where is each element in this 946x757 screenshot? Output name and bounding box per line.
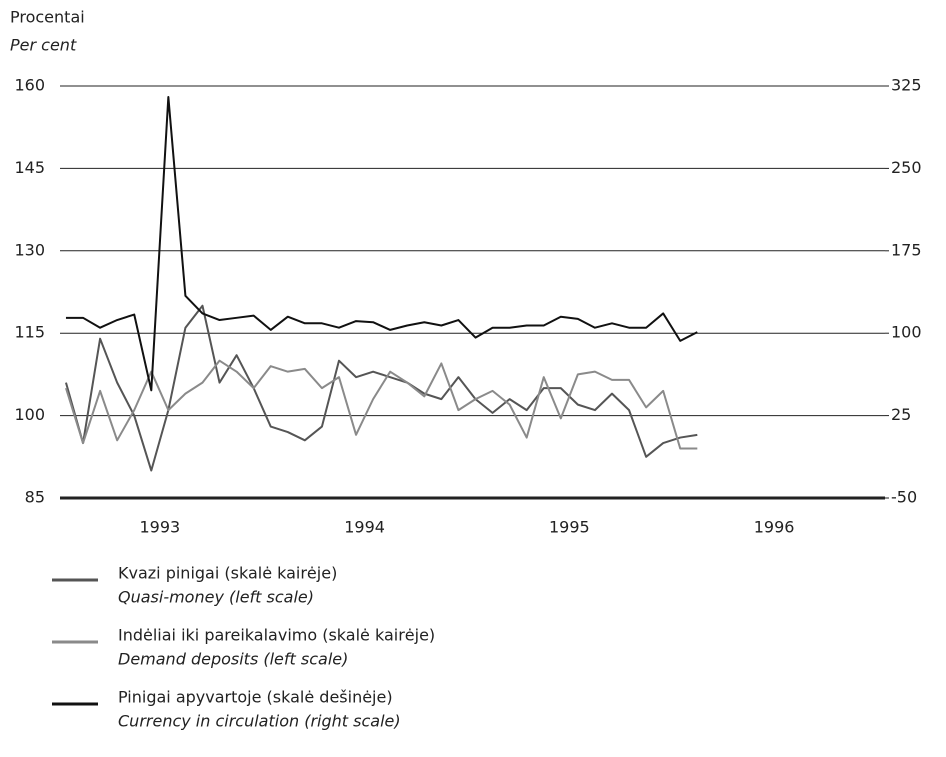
y-tick-label: 115 (14, 323, 45, 342)
y-tick-label: 145 (14, 158, 45, 177)
x-tick-label: 1994 (344, 518, 385, 537)
series-line (65, 304, 698, 472)
y-axis-label-en: Per cent (10, 36, 77, 55)
legend-label-en: Currency in circulation (right scale) (118, 712, 401, 731)
y2-tick-label: 250 (891, 158, 922, 177)
legend-label: Pinigai apyvartoje (skalė dešinėje) (118, 688, 393, 707)
legend-label-en: Demand deposits (left scale) (118, 650, 348, 669)
y-axis-label: Procentai (10, 8, 85, 27)
y2-tick-label: -50 (891, 488, 917, 507)
legend-label-en: Quasi-money (left scale) (118, 588, 314, 607)
y-tick-label: 100 (14, 405, 45, 424)
legend-label: Kvazi pinigai (skalė kairėje) (118, 564, 337, 583)
y-tick-label: 85 (25, 488, 45, 507)
series-line (65, 359, 698, 450)
y2-tick-label: 100 (891, 323, 922, 342)
y-tick-label: 130 (14, 240, 45, 259)
y2-tick-label: 25 (891, 405, 911, 424)
y2-tick-label: 175 (891, 240, 922, 259)
x-tick-label: 1993 (139, 518, 180, 537)
x-tick-label: 1996 (754, 518, 795, 537)
x-tick-label: 1995 (549, 518, 590, 537)
y-tick-label: 160 (14, 76, 45, 95)
y2-tick-label: 325 (891, 76, 922, 95)
legend-label: Indėliai iki pareikalavimo (skalė kairėj… (118, 626, 435, 645)
series-line (65, 95, 698, 392)
